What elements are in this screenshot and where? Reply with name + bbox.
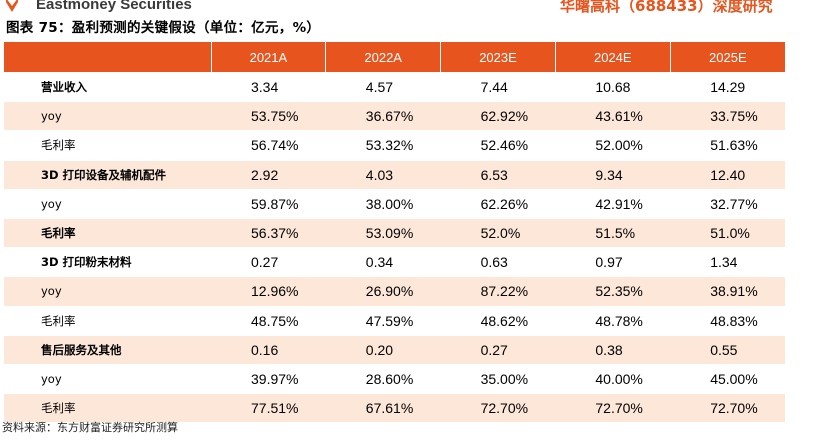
table-cell: 28.60% <box>325 363 441 394</box>
table-header-row: 2021A 2022A 2023E 2024E 2025E <box>4 42 785 73</box>
table-cell: 6.53 <box>440 159 556 190</box>
table-cell: 53.75% <box>211 101 326 131</box>
table-cell: 52.00% <box>555 130 671 161</box>
eastmoney-logo-icon <box>4 0 20 14</box>
brand-name: Eastmoney Securities <box>36 0 192 13</box>
table-cell: 26.90% <box>325 276 441 306</box>
table-cell: 35.00% <box>440 363 556 394</box>
table-cell: 36.67% <box>325 101 441 131</box>
table-cell: 38.91% <box>670 276 785 306</box>
header-cell-2024e: 2024E <box>554 42 671 73</box>
table-cell: 56.74% <box>211 130 326 161</box>
figure-title: 图表 75：盈利预测的关键假设（单位：亿元，%） <box>6 20 321 36</box>
table-cell: 4.57 <box>325 71 441 102</box>
table-cell: 0.20 <box>325 334 441 365</box>
table-cell: 45.00% <box>670 363 785 394</box>
header-cell-2022a: 2022A <box>325 42 441 73</box>
table-cell: 39.97% <box>211 363 326 394</box>
table-cell: 0.34 <box>325 247 441 277</box>
table-cell: 0.63 <box>440 247 556 277</box>
table-cell: 7.44 <box>440 71 556 102</box>
table-cell: 43.61% <box>555 101 671 131</box>
table-cell: 67.61% <box>325 393 441 423</box>
table-cell: 48.83% <box>670 305 785 336</box>
table-row: yoy 12.96% 26.90% 87.22% 52.35% 38.91% <box>4 276 785 306</box>
row-label: yoy <box>4 363 211 394</box>
table-cell: 40.00% <box>555 363 671 394</box>
report-header: Eastmoney Securities 华曙高科（688433）深度研究 <box>0 0 813 16</box>
row-label: 3D 打印设备及辅机配件 <box>4 159 211 190</box>
table-cell: 62.26% <box>440 188 556 219</box>
row-label: 营业收入 <box>4 71 211 102</box>
table-cell: 42.91% <box>555 188 671 219</box>
row-label: 毛利率 <box>4 305 211 336</box>
report-title: 华曙高科（688433）深度研究 <box>560 0 773 15</box>
table-cell: 62.92% <box>440 101 556 131</box>
table-cell: 3.34 <box>211 71 326 102</box>
table-cell: 53.09% <box>325 217 441 248</box>
row-label: yoy <box>4 101 211 131</box>
table-cell: 0.27 <box>211 247 326 277</box>
table-row: 毛利率 77.51% 67.61% 72.70% 72.70% 72.70% <box>4 393 785 423</box>
table-cell: 12.40 <box>670 159 785 190</box>
source-note: 资料来源：东方财富证券研究所测算 <box>2 421 178 434</box>
table-cell: 51.63% <box>670 130 785 161</box>
table-cell: 0.38 <box>555 334 671 365</box>
table-cell: 2.92 <box>211 159 326 190</box>
header-cell-2021a: 2021A <box>210 42 326 73</box>
table-cell: 56.37% <box>211 217 326 248</box>
table-cell: 77.51% <box>211 393 326 423</box>
table-row: yoy 59.87% 38.00% 62.26% 42.91% 32.77% <box>4 188 785 219</box>
table-cell: 4.03 <box>325 159 441 190</box>
table-row: 毛利率 56.74% 53.32% 52.46% 52.00% 51.63% <box>4 130 785 161</box>
table-cell: 48.78% <box>555 305 671 336</box>
table-row: yoy 53.75% 36.67% 62.92% 43.61% 33.75% <box>4 101 785 131</box>
assumptions-table: 2021A 2022A 2023E 2024E 2025E 营业收入 3.34 4.… <box>4 42 785 423</box>
table-cell: 72.70% <box>440 393 556 423</box>
table-cell: 52.35% <box>555 276 671 306</box>
table-cell: 72.70% <box>555 393 671 423</box>
row-label: 售后服务及其他 <box>4 334 211 365</box>
row-label: yoy <box>4 188 211 219</box>
table-row: 毛利率 56.37% 53.09% 52.0% 51.5% 51.0% <box>4 217 785 248</box>
table-cell: 48.75% <box>211 305 326 336</box>
table-cell: 0.27 <box>440 334 556 365</box>
table-cell: 59.87% <box>211 188 326 219</box>
table-cell: 12.96% <box>211 276 326 306</box>
table-row: yoy 39.97% 28.60% 35.00% 40.00% 45.00% <box>4 363 785 394</box>
table-cell: 10.68 <box>555 71 671 102</box>
table-row: 3D 打印粉末材料 0.27 0.34 0.63 0.97 1.34 <box>4 247 785 277</box>
table-cell: 72.70% <box>670 393 785 423</box>
table-cell: 87.22% <box>440 276 556 306</box>
table-cell: 53.32% <box>325 130 441 161</box>
row-label: yoy <box>4 276 211 306</box>
table-cell: 52.46% <box>440 130 556 161</box>
table-cell: 48.62% <box>440 305 556 336</box>
row-label: 3D 打印粉末材料 <box>4 247 211 277</box>
table-cell: 51.5% <box>555 217 671 248</box>
row-label: 毛利率 <box>4 393 211 423</box>
table-row: 售后服务及其他 0.16 0.20 0.27 0.38 0.55 <box>4 334 785 365</box>
table-cell: 38.00% <box>325 188 441 219</box>
table-row: 毛利率 48.75% 47.59% 48.62% 48.78% 48.83% <box>4 305 785 336</box>
table-cell: 33.75% <box>670 101 785 131</box>
table-row: 3D 打印设备及辅机配件 2.92 4.03 6.53 9.34 12.40 <box>4 159 785 190</box>
header-cell-2023e: 2023E <box>440 42 556 73</box>
table-cell: 52.0% <box>440 217 556 248</box>
table-row: 营业收入 3.34 4.57 7.44 10.68 14.29 <box>4 71 785 102</box>
table-cell: 32.77% <box>670 188 785 219</box>
table-cell: 0.55 <box>670 334 785 365</box>
table-cell: 51.0% <box>670 217 785 248</box>
table-cell: 47.59% <box>325 305 441 336</box>
table-cell: 0.16 <box>211 334 326 365</box>
table-cell: 1.34 <box>670 247 785 277</box>
row-label: 毛利率 <box>4 130 211 161</box>
header-cell-2025e: 2025E <box>669 42 785 73</box>
table-cell: 14.29 <box>670 71 785 102</box>
row-label: 毛利率 <box>4 217 211 248</box>
header-cell-label <box>4 42 211 73</box>
table-cell: 9.34 <box>555 159 671 190</box>
table-cell: 0.97 <box>555 247 671 277</box>
